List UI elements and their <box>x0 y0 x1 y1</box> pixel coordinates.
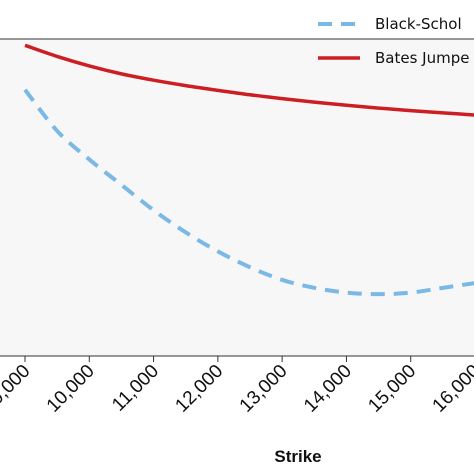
series-line-1 <box>24 43 474 117</box>
series-layer <box>23 43 474 297</box>
x-tick-labels: 9,000 10,000 11,000 12,000 13,000 14,000 15,00… <box>0 361 474 417</box>
x-tick-label-5: 14,000 <box>300 361 356 417</box>
legend-label-1: Bates Jumpe <box>375 49 469 67</box>
x-tick-label-3: 12,000 <box>171 361 227 417</box>
x-tick-label-4: 13,000 <box>236 361 292 417</box>
x-tick-label-6: 15,000 <box>364 361 420 417</box>
plot-area <box>0 39 474 356</box>
legend: Black-Schol Bates Jumpe <box>318 15 469 67</box>
x-tick-label-7: 16,000 <box>429 361 474 417</box>
series-line-0 <box>23 88 474 297</box>
x-axis-title: Strike <box>274 447 321 466</box>
x-tick-label-1: 10,000 <box>43 361 99 417</box>
x-tick-label-2: 11,000 <box>108 361 163 416</box>
x-tick-label-0: 9,000 <box>0 361 35 409</box>
x-ticks <box>24 356 412 362</box>
legend-label-0: Black-Schol <box>375 15 462 33</box>
